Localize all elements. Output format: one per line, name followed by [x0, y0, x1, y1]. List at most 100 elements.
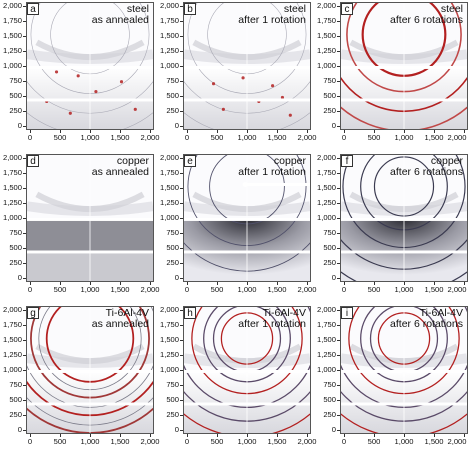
y-tick-label: 1,000 [2, 61, 22, 70]
y-tick-label: 250 [9, 106, 22, 115]
y-tick-mark [337, 218, 340, 219]
x-tick-label: 1,500 [110, 437, 130, 446]
y-tick-label: 1,000 [2, 213, 22, 222]
x-tick-mark [434, 130, 435, 133]
y-tick-mark [337, 126, 340, 127]
diffraction-image-b [184, 3, 310, 129]
y-tick-label: 1,250 [2, 198, 22, 207]
x-tick-label: 0 [184, 437, 190, 446]
x-tick-label: 2,000 [447, 133, 467, 142]
y-tick-label: 1,250 [159, 350, 179, 359]
y-tick-label: 0 [331, 121, 336, 130]
diffraction-panel-d: d copper as annealed [26, 154, 154, 282]
y-tick-mark [337, 310, 340, 311]
x-tick-label: 1,000 [394, 437, 414, 446]
x-tick-mark [277, 434, 278, 437]
x-tick-label: 0 [27, 133, 33, 142]
x-tick-label: 2,000 [140, 437, 160, 446]
y-tick-mark [23, 51, 26, 52]
diffraction-panel-e: e copper after 1 rotation [183, 154, 311, 282]
x-tick-mark [30, 434, 31, 437]
diffraction-panel-b: b steel after 1 rotation [183, 2, 311, 130]
y-tick-mark [337, 66, 340, 67]
x-tick-mark [30, 282, 31, 285]
y-tick-label: 750 [166, 228, 179, 237]
y-tick-label: 1,500 [159, 183, 179, 192]
panel-material-f: copper [430, 155, 463, 167]
y-tick-label: 2,000 [316, 1, 336, 10]
y-tick-mark [180, 400, 183, 401]
panel-letter-g: g [27, 307, 39, 319]
y-tick-mark [337, 81, 340, 82]
y-tick-mark [180, 126, 183, 127]
x-tick-mark [464, 130, 465, 133]
panel-condition-f: after 6 rotations [390, 166, 463, 178]
y-tick-mark [337, 415, 340, 416]
y-tick-label: 1,750 [159, 16, 179, 25]
diffraction-panel-a: a steel as annealed [26, 2, 154, 130]
panel-material-i: Ti-6Al-4V [419, 307, 463, 319]
y-tick-mark [337, 36, 340, 37]
x-tick-label: 2,000 [297, 133, 317, 142]
y-tick-mark [180, 21, 183, 22]
y-tick-mark [337, 278, 340, 279]
y-tick-label: 0 [17, 273, 22, 282]
x-tick-label: 2,000 [297, 437, 317, 446]
y-tick-mark [23, 430, 26, 431]
x-tick-mark [217, 282, 218, 285]
panel-label-c: steel after 6 rotations [390, 4, 463, 26]
y-tick-mark [23, 188, 26, 189]
x-tick-mark [187, 282, 188, 285]
y-tick-mark [337, 355, 340, 356]
x-tick-mark [404, 434, 405, 437]
panel-label-g: Ti-6Al-4V as annealed [92, 308, 149, 330]
y-tick-label: 250 [323, 106, 336, 115]
y-tick-mark [23, 325, 26, 326]
y-tick-label: 1,500 [316, 183, 336, 192]
y-tick-mark [180, 310, 183, 311]
y-tick-label: 1,250 [316, 46, 336, 55]
y-tick-mark [337, 325, 340, 326]
y-tick-label: 1,000 [316, 365, 336, 374]
panel-label-f: copper after 6 rotations [390, 156, 463, 178]
y-tick-mark [180, 415, 183, 416]
y-tick-label: 2,000 [159, 305, 179, 314]
y-tick-label: 1,750 [159, 320, 179, 329]
x-tick-label: 0 [184, 285, 190, 294]
y-tick-mark [180, 81, 183, 82]
y-tick-mark [23, 278, 26, 279]
y-tick-label: 1,000 [159, 365, 179, 374]
y-tick-mark [180, 36, 183, 37]
x-tick-mark [247, 130, 248, 133]
y-tick-mark [23, 81, 26, 82]
y-tick-mark [23, 355, 26, 356]
x-tick-mark [277, 282, 278, 285]
x-tick-label: 1,500 [424, 133, 444, 142]
x-tick-mark [464, 282, 465, 285]
y-tick-label: 750 [9, 76, 22, 85]
panel-label-h: Ti-6Al-4V after 1 rotation [238, 308, 306, 330]
panel-letter-f: f [341, 155, 353, 167]
y-tick-mark [337, 233, 340, 234]
y-tick-mark [23, 385, 26, 386]
x-tick-label: 0 [341, 133, 347, 142]
y-tick-mark [180, 355, 183, 356]
x-tick-label: 0 [184, 133, 190, 142]
x-tick-mark [277, 130, 278, 133]
y-tick-mark [23, 158, 26, 159]
y-tick-mark [23, 173, 26, 174]
x-tick-label: 0 [27, 285, 33, 294]
y-tick-mark [337, 6, 340, 7]
x-tick-mark [464, 434, 465, 437]
x-tick-label: 1,500 [267, 285, 287, 294]
x-tick-mark [344, 282, 345, 285]
y-tick-label: 1,500 [316, 31, 336, 40]
y-tick-label: 250 [323, 410, 336, 419]
x-tick-mark [150, 282, 151, 285]
x-tick-label: 500 [367, 437, 381, 446]
x-tick-label: 1,000 [394, 133, 414, 142]
diffraction-panel-g: g Ti-6Al-4V as annealed [26, 306, 154, 434]
y-tick-label: 0 [17, 121, 22, 130]
y-tick-mark [23, 203, 26, 204]
x-tick-label: 500 [53, 285, 67, 294]
